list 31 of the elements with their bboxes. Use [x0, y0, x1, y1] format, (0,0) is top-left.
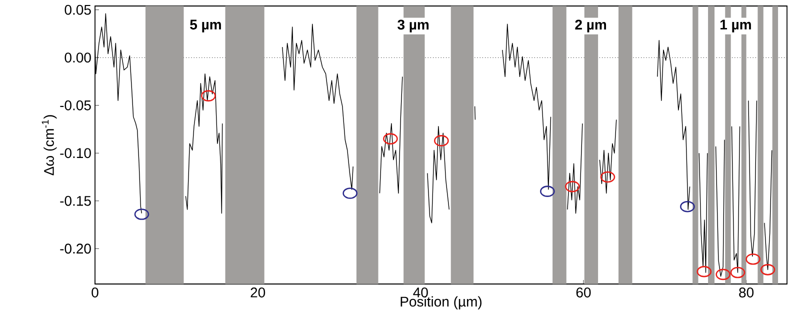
- point: [760, 264, 776, 276]
- point: [716, 268, 730, 280]
- point: [680, 200, 695, 212]
- point: [383, 133, 398, 144]
- x-tick-label: 40: [413, 288, 428, 298]
- annotation: 2 µm: [575, 20, 606, 32]
- point: [134, 208, 150, 220]
- x-tick-label: 60: [576, 288, 591, 298]
- y-tick-label: -0.05: [60, 100, 91, 110]
- annotation: 1 µm: [720, 20, 751, 32]
- y-tick-label: -0.10: [60, 148, 91, 158]
- y-tick-label: 0.00: [64, 52, 91, 63]
- x-tick-label: 0: [92, 288, 98, 298]
- y-tick-label: 0.05: [64, 4, 91, 15]
- point: [746, 254, 760, 265]
- point: [600, 171, 616, 183]
- x-tick-label: 80: [739, 288, 754, 298]
- point: [730, 266, 746, 278]
- point: [565, 180, 580, 192]
- point: [540, 186, 555, 197]
- point: [696, 266, 712, 278]
- y-tick-label: -0.15: [60, 196, 91, 206]
- point: [342, 188, 358, 199]
- point: [201, 90, 216, 102]
- x-tick-label: 20: [250, 288, 266, 298]
- y-tick-label: -0.20: [60, 244, 91, 254]
- point: [434, 135, 449, 146]
- annotation: 5 µm: [190, 20, 221, 32]
- x-axis-title: Position (µm): [400, 296, 482, 310]
- annotation: 3 µm: [398, 20, 429, 32]
- y-axis-title: Δω (cm$^{-1}$): [42, 115, 57, 176]
